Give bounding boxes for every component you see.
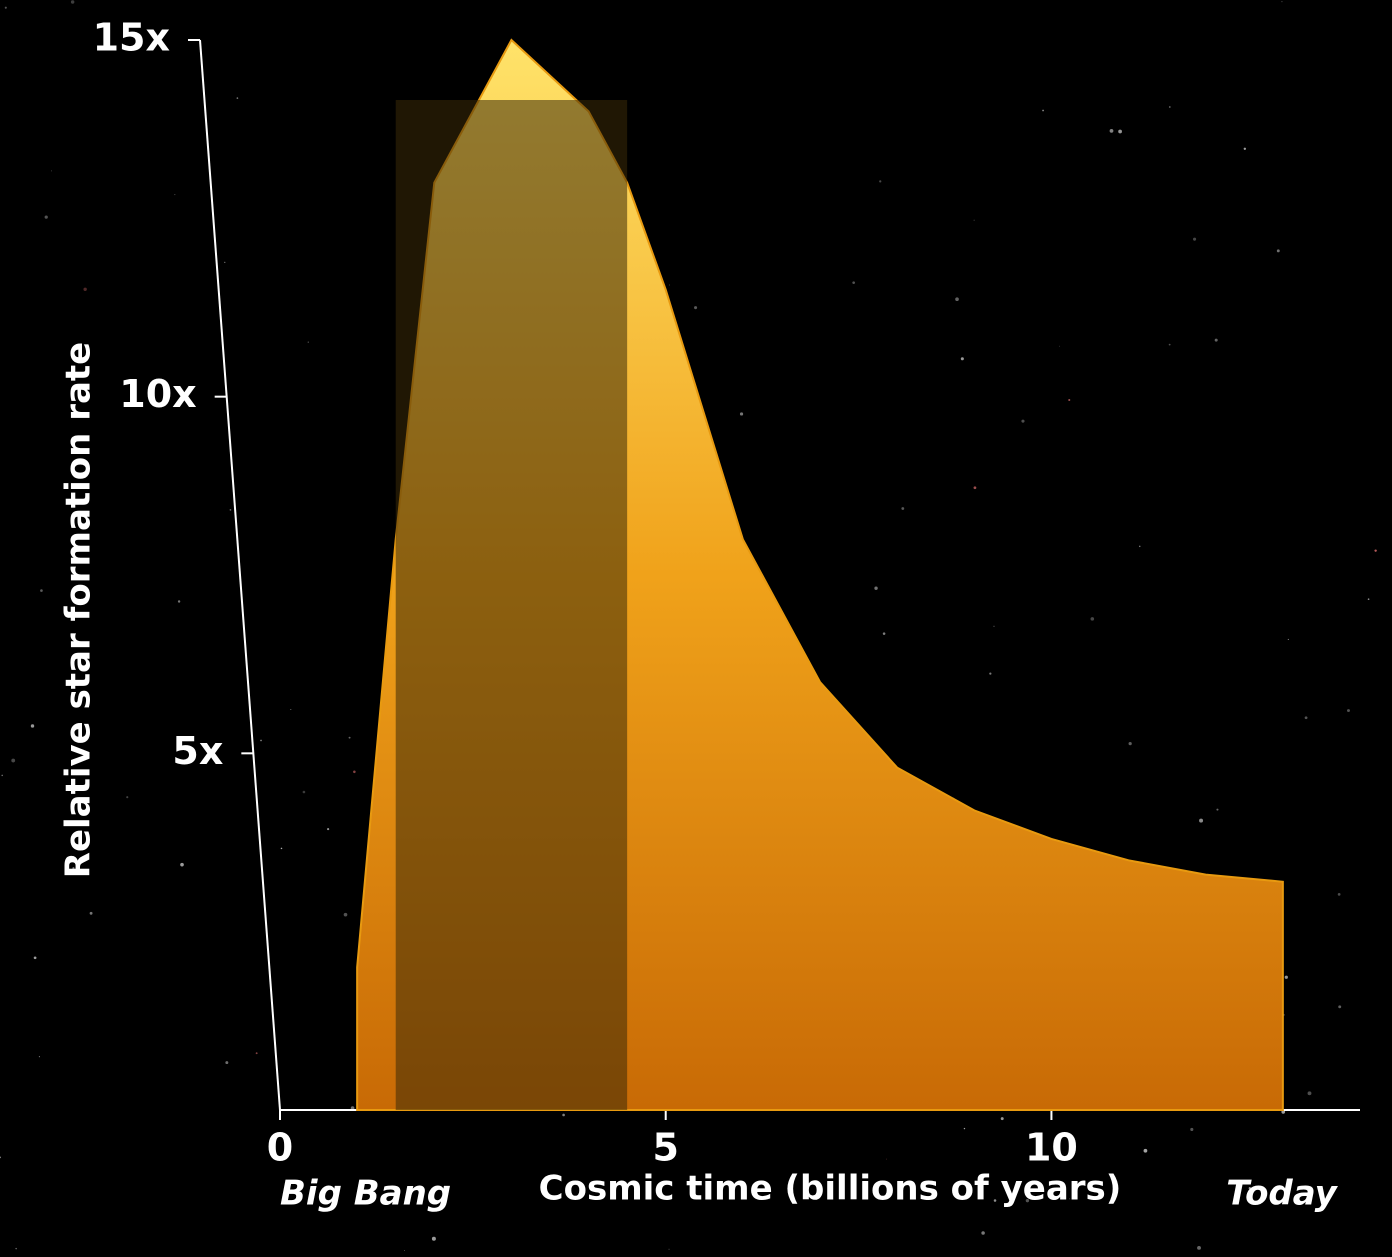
y-tick-label: 10x [119,372,196,416]
y-axis-title: Relative star formation rate [59,342,99,878]
y-tick-label: 15x [93,16,170,60]
x-tick-label: 10 [1025,1126,1078,1170]
x-tick-label: 0 [267,1126,293,1170]
y-tick-label: 5x [172,729,223,773]
x-tick-label: 5 [652,1126,678,1170]
highlight-band [395,100,628,1110]
annotation: Today [1226,1174,1338,1214]
x-axis-title: Cosmic time (billions of years) [539,1169,1122,1209]
annotation: Big Bang [280,1174,451,1214]
y-axis [199,39,281,1111]
